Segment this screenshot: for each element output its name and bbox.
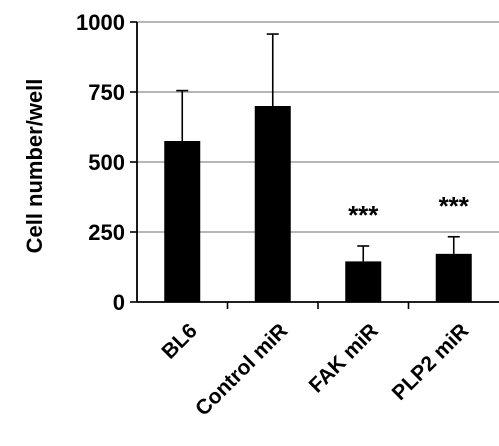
- error-bars: [176, 33, 460, 262]
- x-category-label: Control miR: [191, 319, 292, 420]
- y-tick-label: 500: [88, 150, 125, 175]
- x-category-label: PLP2 miR: [388, 319, 474, 405]
- significance-label: ***: [348, 200, 379, 230]
- bar: [164, 141, 201, 302]
- x-category-label: BL6: [157, 319, 201, 363]
- bar: [435, 253, 472, 302]
- bar: [345, 261, 382, 302]
- bars: [164, 106, 472, 302]
- y-axis-title: Cell number/well: [22, 79, 47, 254]
- significance-label: ***: [439, 191, 470, 221]
- y-tick-label: 250: [88, 220, 125, 245]
- y-tick-label: 1000: [76, 10, 125, 35]
- x-category-label: FAK miR: [305, 319, 383, 397]
- y-tick-label: 0: [113, 290, 125, 315]
- bar: [254, 106, 291, 302]
- axes: [130, 21, 499, 309]
- y-tick-label: 750: [88, 80, 125, 105]
